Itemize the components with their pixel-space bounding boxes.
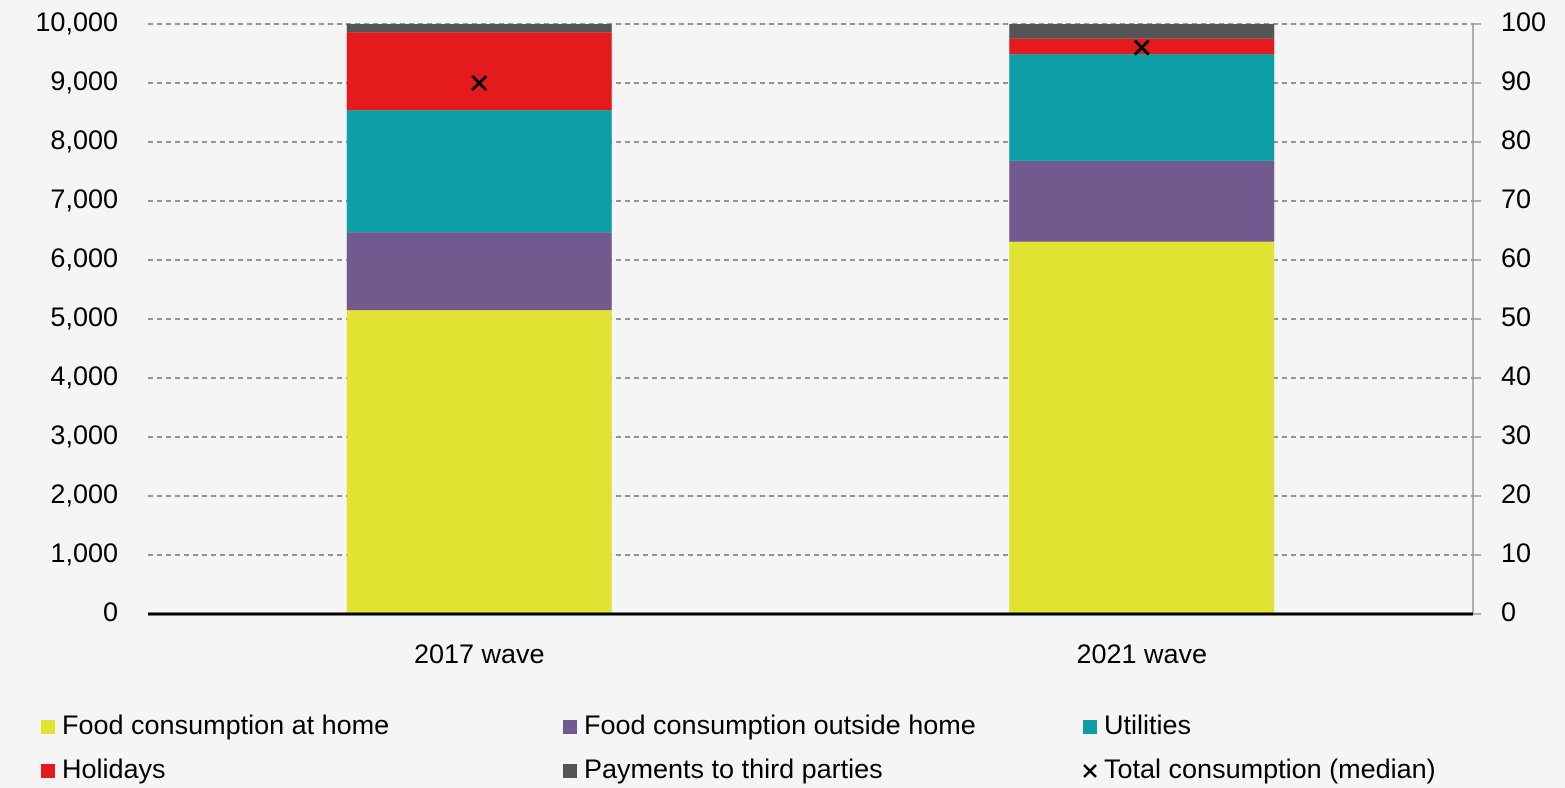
bar-segment <box>346 110 612 233</box>
y-tick-label: 6,000 <box>50 243 118 273</box>
y2-tick-label: 30 <box>1501 420 1531 450</box>
legend-label: Food consumption outside home <box>584 710 976 740</box>
legend-swatch <box>41 764 55 778</box>
legend-swatch <box>41 720 55 734</box>
legend-swatch <box>563 764 577 778</box>
y2-tick-label: 100 <box>1501 7 1546 37</box>
y2-tick-label: 20 <box>1501 479 1531 509</box>
bar-segment <box>346 310 612 614</box>
legend-marker <box>1083 764 1097 778</box>
y2-tick-label: 50 <box>1501 302 1531 332</box>
y2-tick-label: 70 <box>1501 184 1531 214</box>
bar-segment <box>1009 54 1275 161</box>
legend-label: Holidays <box>62 754 166 784</box>
legend-label: Utilities <box>1104 710 1191 740</box>
y2-tick-label: 80 <box>1501 125 1531 155</box>
y-tick-label: 0 <box>103 597 118 627</box>
y-tick-label: 5,000 <box>50 302 118 332</box>
y2-tick-label: 0 <box>1501 597 1516 627</box>
legend-swatch <box>1083 720 1097 734</box>
bar-segment <box>346 32 612 111</box>
legend-label: Payments to third parties <box>584 754 883 784</box>
y2-tick-label: 60 <box>1501 243 1531 273</box>
bar-segment <box>1009 241 1275 614</box>
y-tick-label: 2,000 <box>50 479 118 509</box>
y-tick-label: 10,000 <box>35 7 118 37</box>
y-tick-label: 1,000 <box>50 538 118 568</box>
y-tick-label: 7,000 <box>50 184 118 214</box>
x-tick-label: 2021 wave <box>1076 639 1207 669</box>
y2-tick-label: 40 <box>1501 361 1531 391</box>
y2-tick-label: 10 <box>1501 538 1531 568</box>
y-tick-label: 8,000 <box>50 125 118 155</box>
bar-segment <box>346 232 612 311</box>
y-tick-label: 3,000 <box>50 420 118 450</box>
y-tick-label: 4,000 <box>50 361 118 391</box>
legend-label: Total consumption (median) <box>1104 754 1436 784</box>
legend-label: Food consumption at home <box>62 710 389 740</box>
x-tick-label: 2017 wave <box>414 639 545 669</box>
bar-segment <box>1009 24 1275 39</box>
median-marker <box>471 74 488 92</box>
bar-segment <box>1009 160 1275 242</box>
y-tick-label: 9,000 <box>50 66 118 96</box>
legend-swatch <box>563 720 577 734</box>
bar-segment <box>346 24 612 33</box>
median-marker <box>1133 39 1150 56</box>
y2-tick-label: 90 <box>1501 66 1531 96</box>
